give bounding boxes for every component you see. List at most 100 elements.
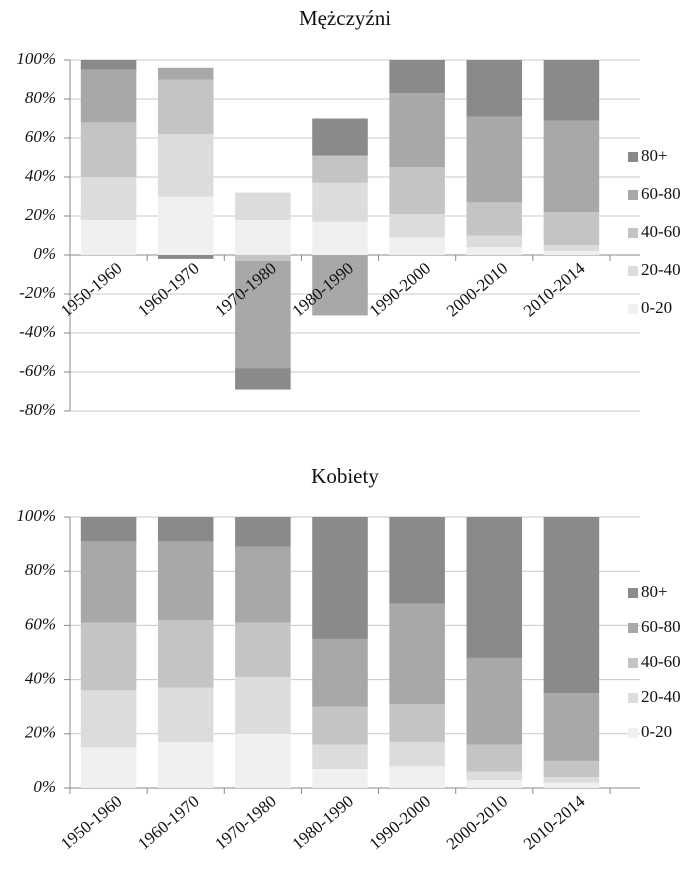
y-tick-label: 40%: [25, 166, 56, 185]
bar-segment: [543, 782, 600, 788]
y-tick-label: 40%: [25, 669, 56, 688]
bar-segment: [543, 245, 600, 252]
bar-segment: [157, 687, 214, 742]
x-tick-label: 1970-1980: [211, 792, 280, 854]
bar-segment: [543, 777, 600, 783]
bar-segment: [312, 706, 368, 745]
bar-segment: [157, 67, 214, 80]
bar-segment: [80, 60, 137, 70]
bar-segment: [466, 116, 523, 203]
y-tick-label: 80%: [25, 560, 56, 579]
bar-segment: [312, 255, 368, 316]
bar-segment: [80, 747, 137, 788]
y-tick-label: 100%: [16, 49, 56, 68]
bar-segment: [466, 60, 523, 117]
bar-segment: [543, 693, 600, 761]
bar-segment: [543, 212, 600, 246]
bar-segment: [312, 769, 368, 788]
bar-segment: [389, 237, 445, 255]
bar-segment: [466, 779, 523, 788]
bar-segment: [80, 622, 137, 691]
bar-segment: [389, 167, 445, 215]
y-tick-label: -60%: [19, 361, 56, 380]
bar-segment: [157, 517, 214, 542]
bar-segment: [312, 638, 368, 707]
y-tick-label: -20%: [19, 283, 56, 302]
y-tick-label: 20%: [25, 723, 56, 742]
bar-segment: [235, 622, 291, 677]
bar-segment: [157, 619, 214, 688]
legend-swatch: [628, 588, 638, 598]
legend-swatch: [628, 693, 638, 703]
bar-segment: [543, 517, 600, 694]
bar-segment: [235, 546, 291, 623]
legend-label: 0-20: [641, 298, 672, 317]
legend-swatch: [628, 152, 638, 162]
x-tick-label: 1960-1970: [134, 792, 203, 854]
bar-segment: [312, 517, 368, 639]
x-tick-label: 1960-1970: [134, 259, 203, 321]
bar-segment: [543, 251, 600, 255]
y-tick-label: -40%: [19, 322, 56, 341]
bar-segment: [235, 733, 291, 788]
x-tick-label: 2010-2014: [520, 791, 589, 853]
bar-segment: [235, 219, 291, 255]
bar-segment: [466, 771, 523, 780]
chart-title: Kobiety: [311, 464, 379, 488]
legend-swatch: [628, 728, 638, 738]
x-tick-label: 1950-1960: [57, 259, 126, 321]
y-tick-label: 60%: [25, 127, 56, 146]
x-tick-label: 2000-2010: [443, 792, 512, 854]
y-tick-label: 0%: [33, 777, 56, 796]
bar-segment: [389, 766, 445, 788]
bar-segment: [389, 93, 445, 168]
x-tick-label: 1950-1960: [57, 792, 126, 854]
bar-segment: [312, 118, 368, 156]
legend-swatch: [628, 266, 638, 276]
bar-segment: [543, 760, 600, 778]
bar-segment: [235, 255, 291, 261]
bar-segment: [466, 657, 523, 745]
bar-segment: [543, 120, 600, 213]
bar-segment: [312, 155, 368, 183]
bar-segment: [389, 214, 445, 238]
x-tick-label: 1990-2000: [366, 792, 435, 854]
bar-segment: [157, 741, 214, 788]
bar-segment: [312, 744, 368, 770]
legend-label: 40-60: [641, 222, 681, 241]
bar-segment: [466, 517, 523, 658]
bar-segment: [80, 177, 137, 220]
bar-segment: [235, 260, 291, 369]
y-tick-label: 60%: [25, 614, 56, 633]
x-tick-label: 1990-2000: [366, 259, 435, 321]
y-tick-label: 20%: [25, 205, 56, 224]
legend-swatch: [628, 190, 638, 200]
legend-label: 60-80: [641, 617, 681, 636]
bar-segment: [466, 247, 523, 255]
bar-segment: [466, 202, 523, 236]
bar-segment: [235, 676, 291, 734]
y-tick-label: 0%: [33, 244, 56, 263]
bar-segment: [157, 79, 214, 135]
legend-label: 80+: [641, 582, 668, 601]
bar-segment: [157, 196, 214, 255]
bar-segment: [466, 235, 523, 248]
legend-label: 0-20: [641, 722, 672, 741]
chart-title: Mężczyźni: [299, 6, 391, 30]
y-tick-label: -80%: [19, 400, 56, 419]
bar-segment: [389, 703, 445, 742]
x-tick-label: 2000-2010: [443, 259, 512, 321]
bar-segment: [389, 603, 445, 704]
legend-label: 20-40: [641, 260, 681, 279]
bar-segment: [80, 690, 137, 748]
y-tick-label: 80%: [25, 88, 56, 107]
legend-label: 20-40: [641, 687, 681, 706]
bar-segment: [157, 255, 214, 259]
bar-segment: [235, 517, 291, 547]
bar-segment: [235, 192, 291, 220]
bar-segment: [157, 134, 214, 197]
bar-segment: [80, 69, 137, 123]
legend-label: 60-80: [641, 184, 681, 203]
x-tick-label: 2010-2014: [520, 258, 589, 320]
